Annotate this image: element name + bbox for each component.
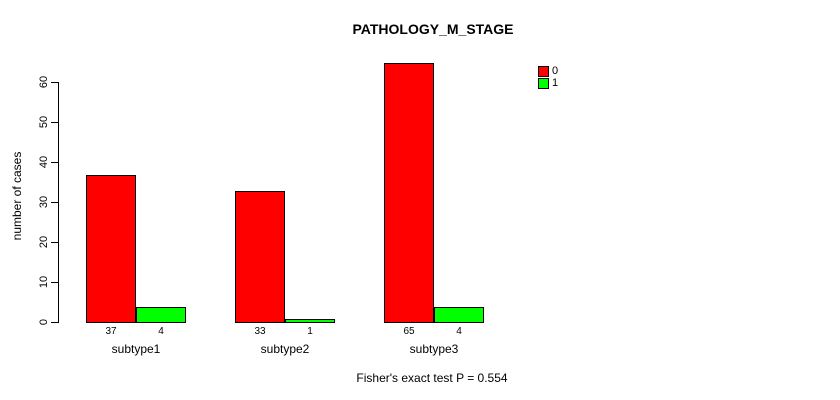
bar-series-0 (384, 63, 434, 323)
category-label: subtype1 (111, 342, 161, 356)
y-axis-tick (51, 122, 59, 123)
y-axis-tick-label: 30 (38, 195, 50, 209)
bar-series-0 (235, 191, 285, 323)
y-axis-tick (51, 282, 59, 283)
fisher-test-annotation: Fisher's exact test P = 0.554 (356, 371, 508, 385)
y-axis-tick-label: 10 (38, 275, 50, 289)
bar-value-label: 4 (158, 326, 164, 337)
bar-value-label: 65 (403, 326, 415, 337)
legend-label: 1 (552, 77, 559, 89)
y-axis-tick-label: 60 (38, 75, 50, 89)
bar-series-0 (86, 175, 136, 323)
y-axis-tick (51, 162, 59, 163)
y-axis-tick (51, 82, 59, 83)
bar-series-1 (136, 307, 186, 323)
y-axis-title: number of cases (10, 151, 24, 241)
chart-title: PATHOLOGY_M_STAGE (352, 21, 514, 37)
y-axis-tick-label: 0 (38, 318, 50, 326)
category-label: subtype2 (260, 342, 310, 356)
y-axis-tick (51, 242, 59, 243)
bar-series-1 (434, 307, 484, 323)
y-axis-tick-label: 20 (38, 235, 50, 249)
y-axis-tick-label: 50 (38, 115, 50, 129)
bar-series-1 (285, 319, 335, 323)
y-axis-tick (51, 322, 59, 323)
category-label: subtype3 (409, 342, 459, 356)
bar-value-label: 4 (456, 326, 462, 337)
bar-value-label: 33 (254, 326, 266, 337)
legend-label: 0 (552, 65, 559, 77)
y-axis-tick-label: 40 (38, 155, 50, 169)
bar-value-label: 37 (105, 326, 117, 337)
y-axis-tick (51, 202, 59, 203)
bar-value-label: 1 (307, 326, 313, 337)
legend-swatch-1 (538, 78, 549, 89)
legend-swatch-0 (538, 66, 549, 77)
